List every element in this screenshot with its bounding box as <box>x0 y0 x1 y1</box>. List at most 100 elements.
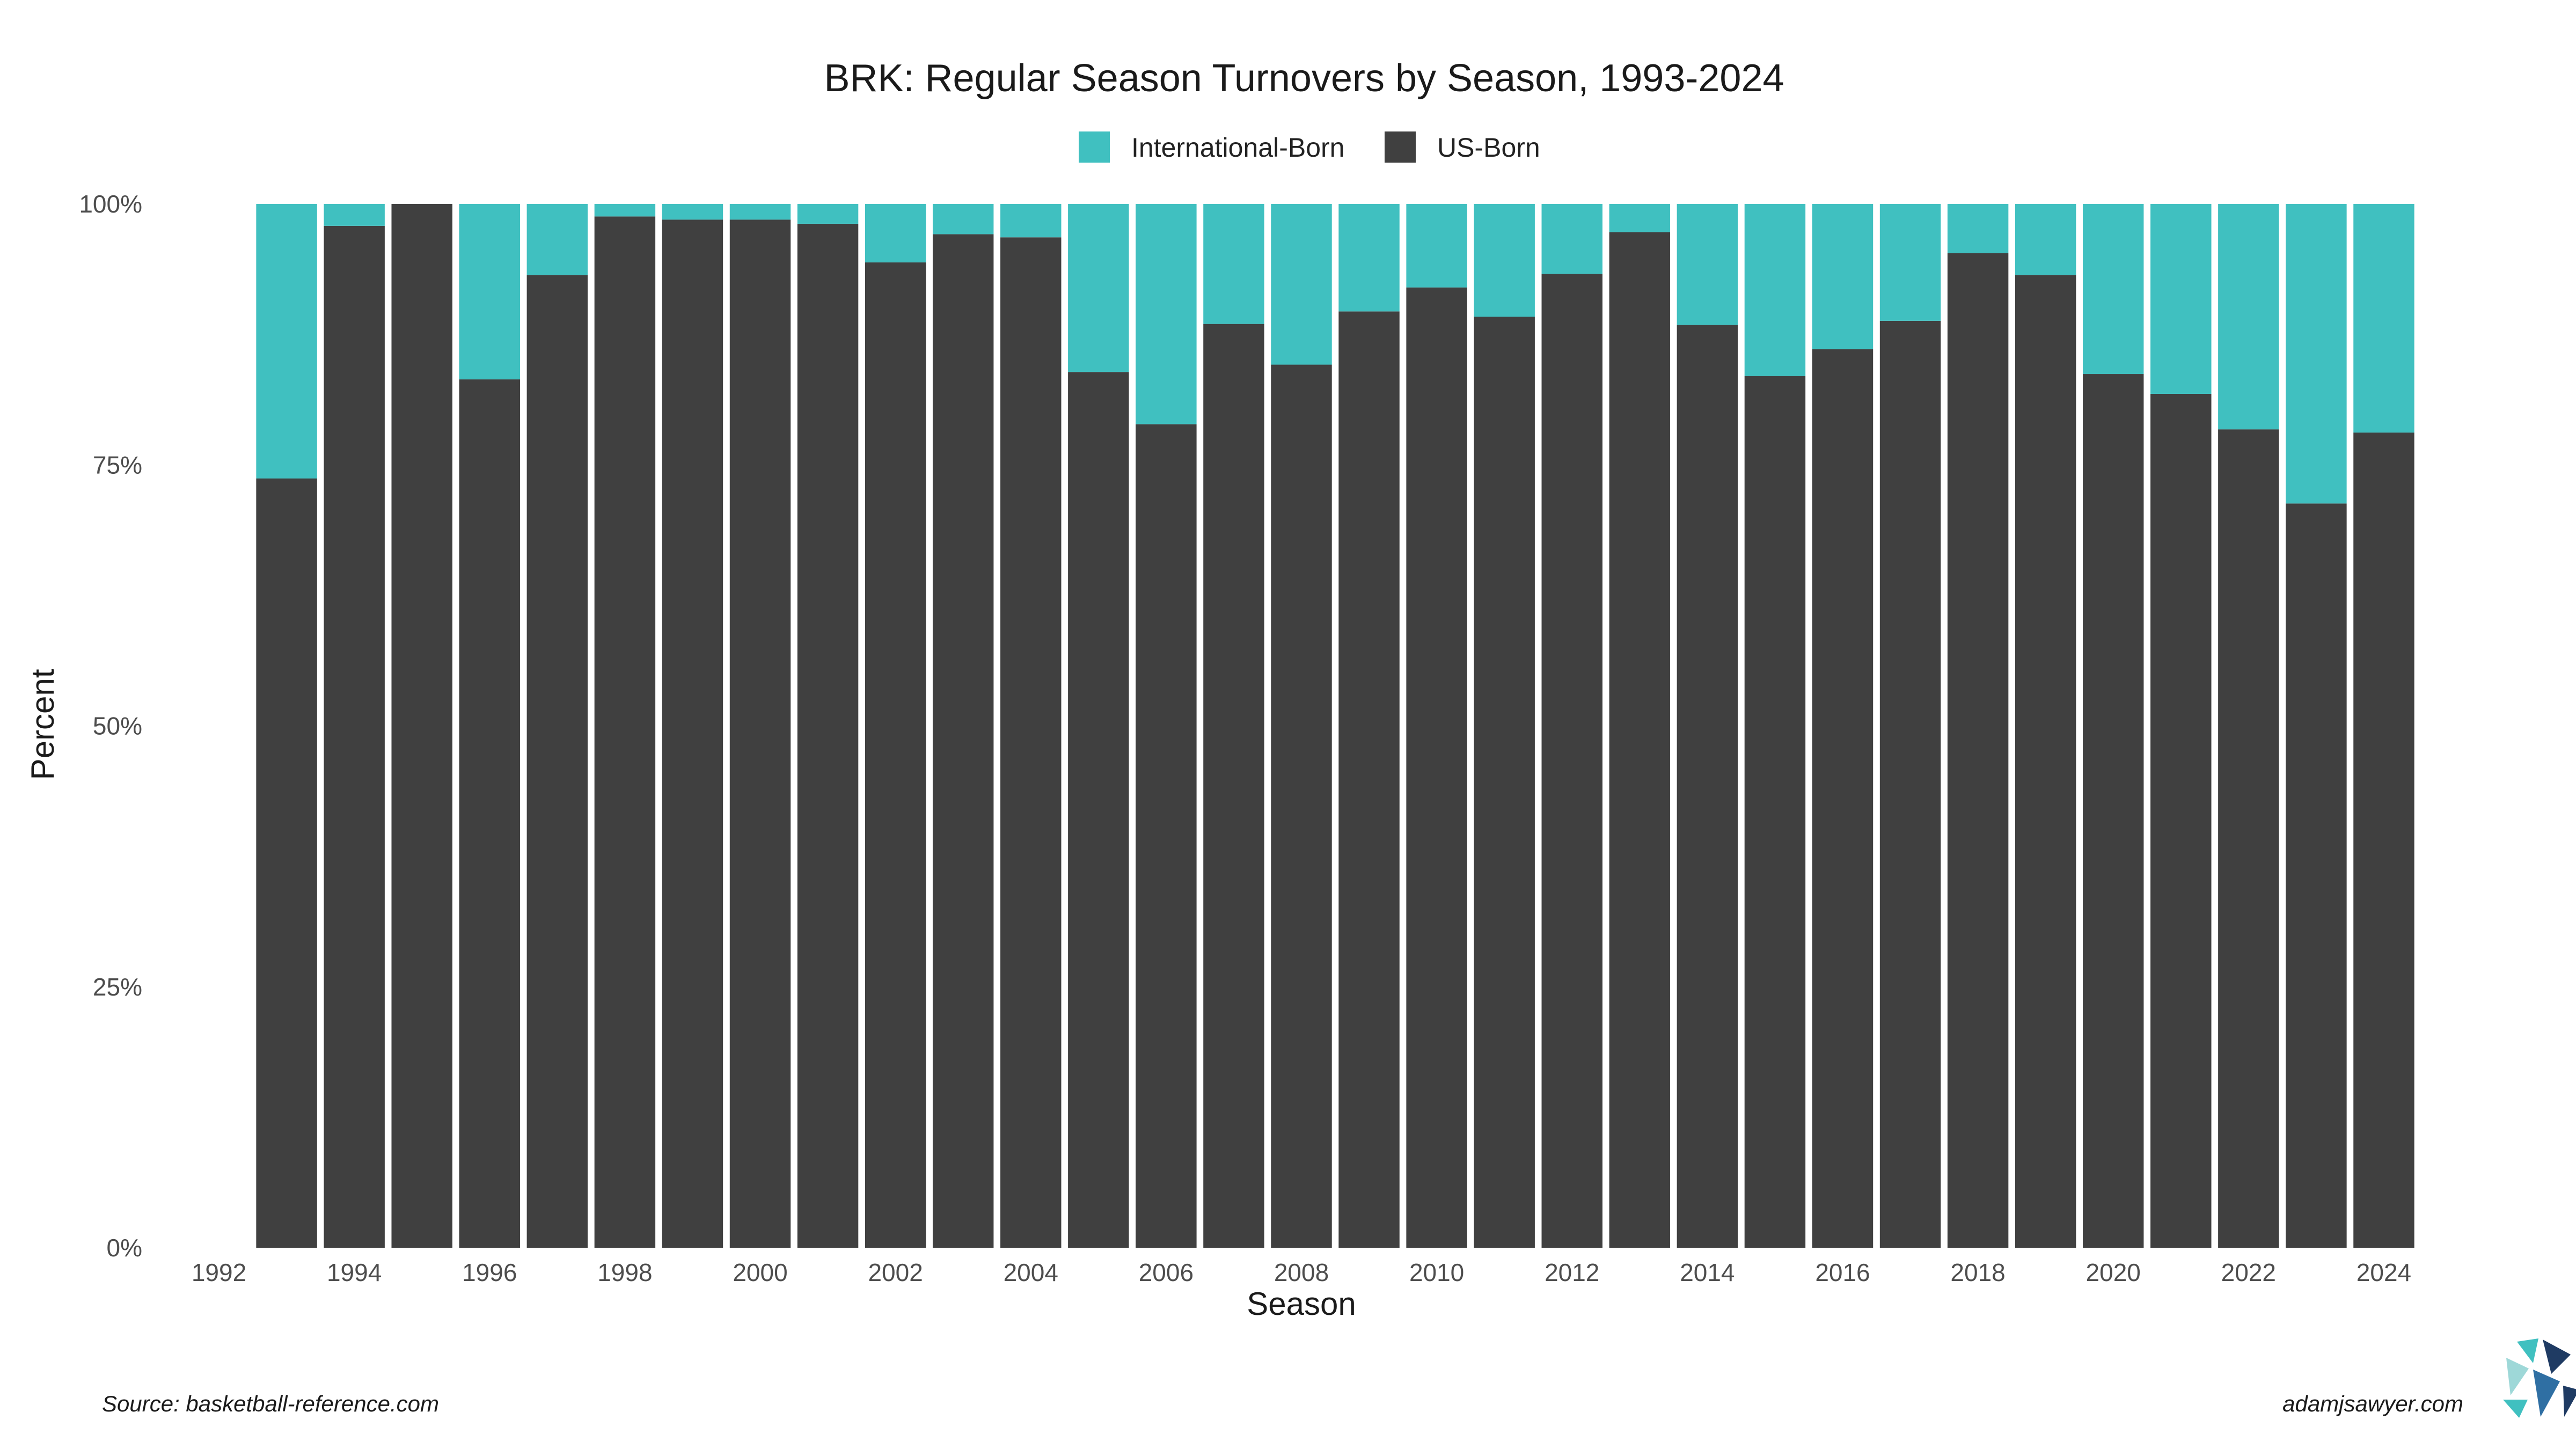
x-tick-label: 1996 <box>462 1258 517 1286</box>
bar-2014-us-born <box>1677 325 1738 1248</box>
bar-2011-international-born <box>1474 204 1535 317</box>
bar-1999-us-born <box>662 219 723 1248</box>
source-note: Source: basketball-reference.com <box>102 1391 439 1416</box>
x-tick-label: 1994 <box>327 1258 382 1286</box>
x-tick-label: 2024 <box>2357 1258 2411 1286</box>
bar-2007-us-born <box>1203 324 1264 1248</box>
bar-1995-us-born <box>391 204 452 1248</box>
x-tick-label: 2014 <box>1680 1258 1735 1286</box>
bar-2021-us-born <box>2150 393 2212 1248</box>
bar-2021-international-born <box>2150 204 2212 394</box>
bar-2003-us-born <box>932 234 994 1248</box>
bars-group <box>256 204 2414 1248</box>
bar-2002-us-born <box>865 262 926 1248</box>
bar-2001-international-born <box>797 204 859 224</box>
x-tick-label: 2000 <box>733 1258 787 1286</box>
bar-2006-international-born <box>1136 204 1197 425</box>
x-tick-label: 2022 <box>2221 1258 2276 1286</box>
y-tick-label: 0% <box>107 1234 142 1262</box>
y-axis-ticks: 0% 25% 50% 75% 100% <box>79 190 142 1262</box>
legend: International-Born US-Born <box>1079 131 1540 163</box>
legend-label-us-born: US-Born <box>1437 133 1540 163</box>
y-tick-label: 75% <box>93 451 142 479</box>
bar-2001-us-born <box>797 223 859 1248</box>
x-tick-label: 2018 <box>1950 1258 2005 1286</box>
bar-2006-us-born <box>1136 424 1197 1248</box>
bar-2015-international-born <box>1744 204 1806 376</box>
bar-1999-international-born <box>662 204 723 220</box>
bar-2004-international-born <box>1000 204 1062 238</box>
bar-1998-international-born <box>594 204 656 217</box>
bar-2005-international-born <box>1068 204 1129 372</box>
bar-2013-international-born <box>1609 204 1671 232</box>
bar-2018-us-born <box>1947 253 2009 1248</box>
bar-2008-us-born <box>1271 364 1332 1248</box>
bar-2012-international-born <box>1541 204 1602 274</box>
x-tick-label: 2020 <box>2086 1258 2141 1286</box>
y-tick-label: 100% <box>79 190 142 218</box>
site-logo <box>2498 1338 2576 1420</box>
bar-2020-international-born <box>2083 204 2144 375</box>
bar-1994-us-born <box>324 225 385 1248</box>
bar-2022-international-born <box>2218 204 2279 430</box>
x-tick-label: 2004 <box>1004 1258 1058 1286</box>
bar-2002-international-born <box>865 204 926 262</box>
bar-1993-us-born <box>256 478 317 1248</box>
bar-2022-us-born <box>2218 429 2279 1248</box>
bar-2017-international-born <box>1879 204 1941 321</box>
bar-2013-us-born <box>1609 232 1671 1248</box>
x-tick-label: 1998 <box>597 1258 652 1286</box>
chart-title: BRK: Regular Season Turnovers by Season,… <box>824 57 1784 100</box>
bar-2000-us-born <box>729 219 791 1248</box>
bar-2016-international-born <box>1812 204 1874 349</box>
bar-1997-international-born <box>526 204 588 275</box>
bar-1996-international-born <box>459 204 520 379</box>
x-tick-label: 2016 <box>1815 1258 1870 1286</box>
bar-2012-us-born <box>1541 274 1602 1248</box>
x-tick-label: 2010 <box>1409 1258 1464 1286</box>
bar-2000-international-born <box>729 204 791 220</box>
x-tick-label: 2002 <box>868 1258 923 1286</box>
x-tick-label: 2008 <box>1274 1258 1329 1286</box>
x-axis-ticks: 1992 1994 1996 1998 2000 2002 2004 2006 2008 2010… <box>192 1258 2411 1286</box>
legend-label-international-born: International-Born <box>1131 133 1344 163</box>
bar-1997-us-born <box>526 275 588 1248</box>
x-tick-label: 1992 <box>192 1258 246 1286</box>
bar-2016-us-born <box>1812 349 1874 1248</box>
bar-2019-international-born <box>2015 204 2076 275</box>
y-tick-label: 25% <box>93 973 142 1001</box>
bar-2024-us-born <box>2353 432 2414 1248</box>
bar-2009-international-born <box>1338 204 1400 312</box>
bar-1998-us-born <box>594 216 656 1248</box>
bar-2009-us-born <box>1338 311 1400 1248</box>
bar-2017-us-born <box>1879 320 1941 1248</box>
legend-swatch-international-born <box>1079 131 1110 163</box>
bar-2008-international-born <box>1271 204 1332 365</box>
bar-1996-us-born <box>459 379 520 1248</box>
x-axis-title: Season <box>1247 1286 1356 1322</box>
bar-2023-international-born <box>2286 204 2347 504</box>
y-axis-title: Percent <box>25 669 61 780</box>
bar-2020-us-born <box>2083 374 2144 1248</box>
x-tick-label: 2006 <box>1139 1258 1194 1286</box>
bar-2018-international-born <box>1947 204 2009 253</box>
bar-2004-us-born <box>1000 237 1062 1248</box>
bar-2023-us-born <box>2286 503 2347 1248</box>
bar-2010-us-born <box>1406 287 1467 1248</box>
bar-2011-us-born <box>1474 317 1535 1248</box>
bar-2010-international-born <box>1406 204 1467 288</box>
bar-2007-international-born <box>1203 204 1264 324</box>
bar-2005-us-born <box>1068 372 1129 1248</box>
bar-2024-international-born <box>2353 204 2414 433</box>
credit-text: adamjsawyer.com <box>2282 1391 2463 1416</box>
y-tick-label: 50% <box>93 712 142 740</box>
bar-2019-us-born <box>2015 275 2076 1248</box>
bar-2014-international-born <box>1677 204 1738 325</box>
bar-2015-us-born <box>1744 376 1806 1248</box>
bar-2003-international-born <box>932 204 994 235</box>
x-tick-label: 2012 <box>1545 1258 1599 1286</box>
bar-1994-international-born <box>324 204 385 226</box>
bar-1993-international-born <box>256 204 317 479</box>
legend-swatch-us-born <box>1385 131 1416 163</box>
